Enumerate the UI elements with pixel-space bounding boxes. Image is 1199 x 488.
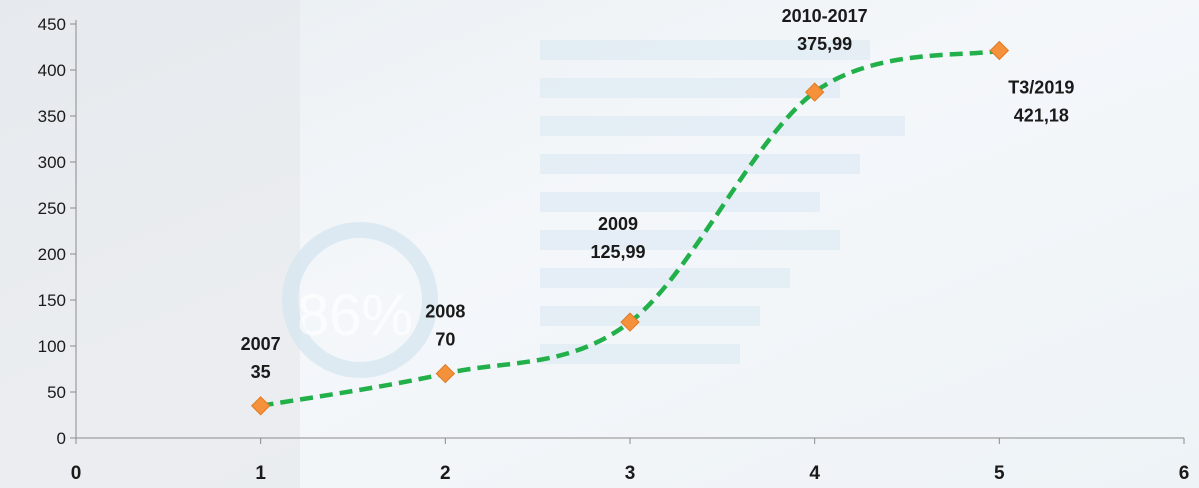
- background-bar: [540, 192, 820, 212]
- y-tick-label: 450: [38, 15, 66, 34]
- x-tick-label: 0: [71, 463, 82, 484]
- background-left-panel: [0, 0, 300, 488]
- y-tick-label: 400: [38, 61, 66, 80]
- data-label-value: 125,99: [590, 242, 645, 262]
- y-axis-ticks: 0 50 100 150 200 250 300 350 400 450: [38, 15, 76, 448]
- data-label-period: 2008: [425, 302, 465, 322]
- background-bar: [540, 78, 840, 98]
- data-point-marker: [804, 82, 825, 102]
- background-bar: [540, 306, 760, 326]
- y-tick-label: 50: [47, 383, 66, 402]
- x-tick-label: 3: [625, 463, 636, 484]
- background-watermark: 86%: [297, 283, 413, 348]
- y-tick-label: 200: [38, 245, 66, 264]
- data-label: 2009 125,99: [590, 214, 645, 262]
- data-point-marker: [989, 40, 1010, 61]
- background-bars: [540, 40, 905, 364]
- data-label-period: T3/2019: [1008, 78, 1074, 98]
- series-line: [260, 48, 1000, 409]
- background-bar: [540, 40, 870, 60]
- data-label-value: 35: [251, 362, 271, 382]
- data-label-value: 375,99: [797, 34, 852, 54]
- data-point-marker: [435, 363, 456, 384]
- background-bar: [540, 154, 860, 174]
- data-label: 2008 70: [425, 302, 465, 350]
- data-label-period: 2010-2017: [782, 6, 868, 26]
- y-tick-label: 300: [38, 153, 66, 172]
- data-label: 2007 35: [241, 334, 281, 382]
- background-bar: [540, 268, 790, 288]
- data-labels: 2007 35 2008 70 2009 125,99 2010-2017 375,99 T3/…: [241, 6, 1075, 382]
- axes: 0 50 100 150 200 250 300 350 400 450 0 1 2 3 4 5 6: [38, 15, 1190, 484]
- y-tick-label: 100: [38, 337, 66, 356]
- data-label-value: 70: [435, 330, 455, 350]
- data-label-period: 2007: [241, 334, 281, 354]
- data-label: T3/2019 421,18: [1008, 78, 1074, 126]
- data-label-value: 421,18: [1014, 106, 1069, 126]
- background-bar: [540, 230, 840, 250]
- x-axis-ticks: 0 1 2 3 4 5 6: [71, 438, 1190, 484]
- background-ring: [282, 222, 438, 378]
- background-bar: [540, 116, 905, 136]
- background-bar: [540, 344, 740, 364]
- data-point-marker: [250, 396, 271, 416]
- x-tick-label: 4: [809, 463, 820, 484]
- data-label: 2010-2017 375,99: [782, 6, 868, 54]
- data-label-period: 2009: [598, 214, 638, 234]
- y-tick-label: 250: [38, 199, 66, 218]
- x-tick-label: 1: [255, 463, 266, 484]
- y-tick-label: 350: [38, 107, 66, 126]
- data-point-marker: [620, 312, 640, 332]
- y-tick-label: 0: [57, 429, 66, 448]
- y-tick-label: 150: [38, 291, 66, 310]
- x-tick-label: 6: [1179, 463, 1190, 484]
- series-markers: [250, 40, 1010, 416]
- x-tick-label: 2: [440, 463, 451, 484]
- x-tick-label: 5: [994, 463, 1005, 484]
